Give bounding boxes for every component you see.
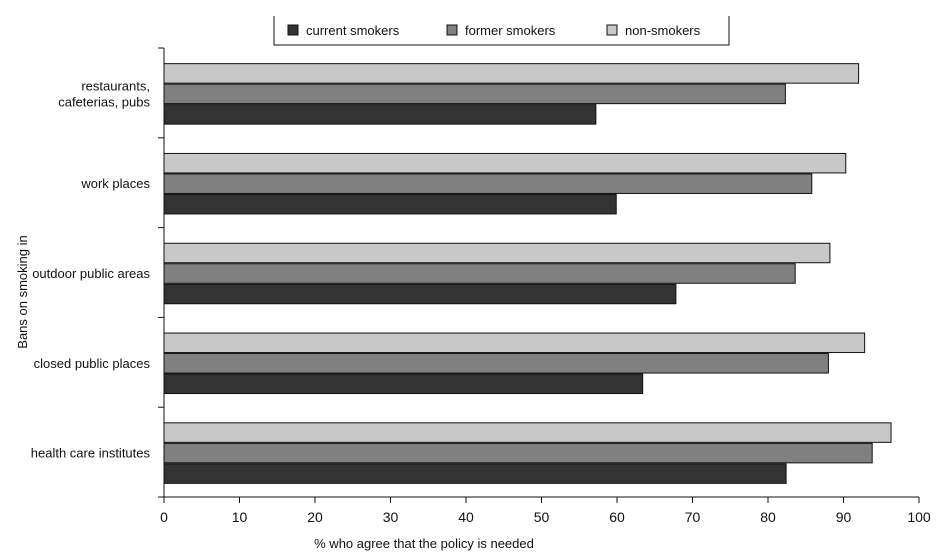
category-label: restaurants, cafeterias, pubs bbox=[58, 78, 150, 109]
legend-box bbox=[273, 16, 730, 46]
legend-label-non-smokers: non-smokers bbox=[625, 23, 701, 38]
bar-current-smokers-1 bbox=[163, 193, 617, 215]
legend-label-former-smokers: former smokers bbox=[465, 23, 556, 38]
x-tick-label: 30 bbox=[383, 509, 399, 525]
bar-current-smokers-0 bbox=[163, 104, 597, 125]
bar-non-smokers-2 bbox=[163, 242, 831, 264]
x-tick-label: 70 bbox=[685, 509, 701, 525]
bar-former-smokers-3 bbox=[163, 353, 829, 374]
bar-current-smokers-4 bbox=[163, 463, 787, 484]
category-label: closed public places bbox=[34, 356, 151, 371]
category-label: outdoor public areas bbox=[32, 266, 150, 281]
x-tick-label: 60 bbox=[609, 509, 625, 525]
bar-non-smokers-1 bbox=[163, 152, 847, 174]
category-label: health care institutes bbox=[31, 446, 151, 461]
legend-label-current-smokers: current smokers bbox=[306, 23, 400, 38]
x-tick-label: 10 bbox=[232, 509, 248, 525]
bars bbox=[163, 63, 892, 484]
x-tick-label: 50 bbox=[534, 509, 550, 525]
x-tick-label: 80 bbox=[760, 509, 776, 525]
x-axis-title: % who agree that the policy is needed bbox=[314, 536, 534, 551]
category-labels: restaurants, cafeterias, pubs work places o… bbox=[31, 78, 151, 460]
axes: 0 10 20 30 40 50 60 70 80 90 100 bbox=[158, 47, 931, 525]
category-label: work places bbox=[80, 176, 150, 191]
legend-swatch-non-smokers bbox=[606, 24, 618, 36]
bar-current-smokers-2 bbox=[163, 283, 677, 305]
bar-non-smokers-3 bbox=[163, 332, 866, 354]
legend: current smokers former smokers non-smokers bbox=[273, 16, 730, 46]
x-tick-label: 20 bbox=[307, 509, 323, 525]
x-tick-label: 100 bbox=[907, 509, 931, 525]
x-tick-label: 40 bbox=[458, 509, 474, 525]
x-tick-label: 90 bbox=[836, 509, 852, 525]
bar-current-smokers-3 bbox=[163, 373, 644, 395]
bar-former-smokers-1 bbox=[163, 173, 813, 194]
x-tick-label: 0 bbox=[160, 509, 168, 525]
legend-swatch-former-smokers bbox=[446, 24, 458, 36]
bar-former-smokers-4 bbox=[163, 442, 873, 464]
bar-non-smokers-0 bbox=[163, 63, 860, 84]
y-axis-title: Bans on smoking in bbox=[15, 235, 30, 348]
bar-former-smokers-0 bbox=[163, 83, 786, 105]
legend-swatch-current-smokers bbox=[287, 24, 299, 36]
bar-non-smokers-4 bbox=[163, 422, 892, 443]
bar-former-smokers-2 bbox=[163, 263, 796, 284]
